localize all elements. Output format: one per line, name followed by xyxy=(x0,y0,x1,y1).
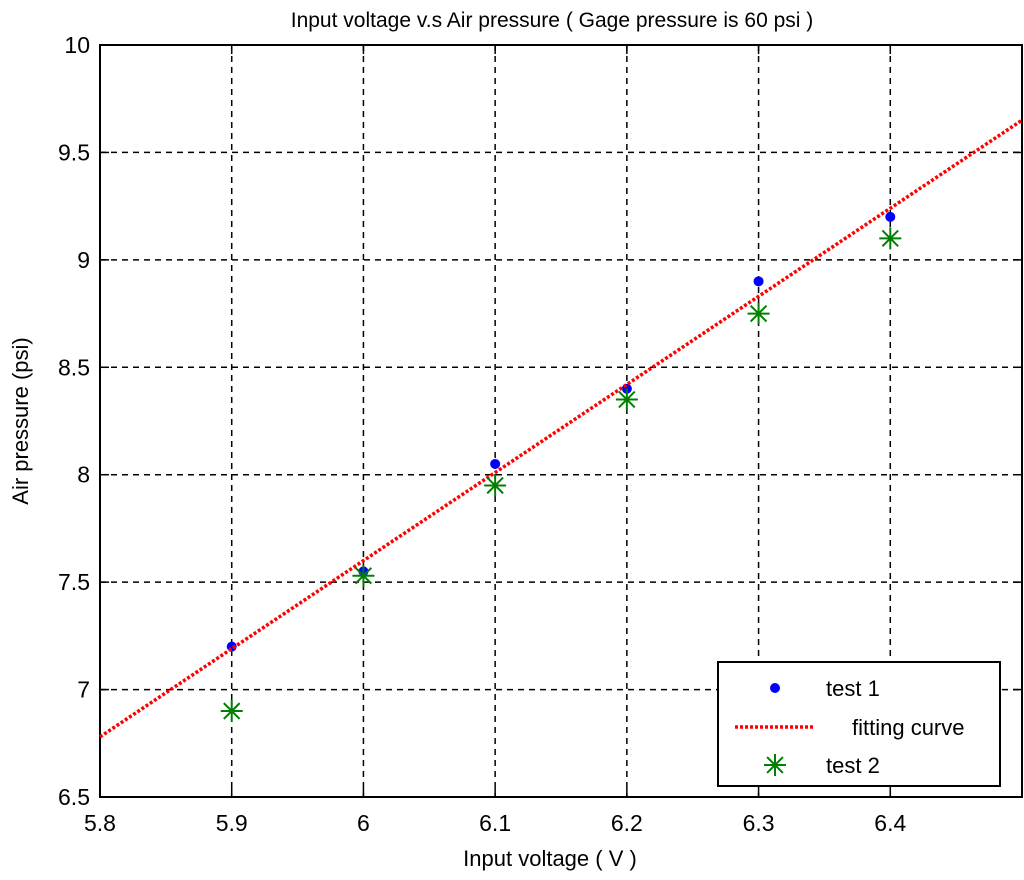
series-test-2 xyxy=(220,227,902,723)
x-tick-label: 6.4 xyxy=(874,810,906,836)
legend-label: fitting curve xyxy=(852,715,965,740)
data-point xyxy=(615,388,638,411)
y-tick-label: 6.5 xyxy=(58,784,90,810)
plot-frame xyxy=(99,44,1023,798)
y-tick-label: 7.5 xyxy=(58,569,90,595)
data-point xyxy=(747,302,770,325)
series-layer xyxy=(99,118,1023,739)
series-fitting-curve xyxy=(99,118,1023,739)
x-tick-label: 6.1 xyxy=(479,810,511,836)
grid xyxy=(99,44,1022,798)
data-point xyxy=(879,227,902,250)
x-tick-label: 6 xyxy=(357,810,370,836)
y-tick-label: 8.5 xyxy=(58,354,90,380)
legend-label: test 2 xyxy=(826,753,880,778)
y-tick-label: 9 xyxy=(77,247,90,273)
fitting-curve-line xyxy=(99,118,1023,739)
data-point xyxy=(753,276,764,287)
y-tick-label: 8 xyxy=(77,462,90,488)
axis-ticks: 5.8 5.9 6 6.1 6.2 6.3 6.4 6.5 7 7.5 8 8.5 9 9.5 10 xyxy=(58,32,1022,836)
y-tick-label: 10 xyxy=(64,32,90,58)
legend-label: test 1 xyxy=(826,676,880,701)
x-axis-label: Input voltage ( V ) xyxy=(463,846,637,871)
x-tick-label: 6.2 xyxy=(611,810,643,836)
x-tick-label: 6.3 xyxy=(743,810,775,836)
x-tick-label: 5.8 xyxy=(84,810,116,836)
data-point xyxy=(885,211,896,222)
y-tick-label: 7 xyxy=(77,677,90,703)
legend: test 1 fitting curve test 2 xyxy=(717,661,1001,787)
legend-swatch xyxy=(764,754,786,776)
data-point xyxy=(490,458,501,469)
data-point xyxy=(352,564,375,587)
chart-title: Input voltage v.s Air pressure ( Gage pr… xyxy=(291,9,814,32)
data-point xyxy=(484,474,507,497)
data-point xyxy=(220,700,243,723)
y-tick-label: 9.5 xyxy=(58,139,90,165)
y-axis-label: Air pressure (psi) xyxy=(8,337,33,504)
legend-swatch xyxy=(770,683,780,693)
x-tick-label: 5.9 xyxy=(216,810,248,836)
